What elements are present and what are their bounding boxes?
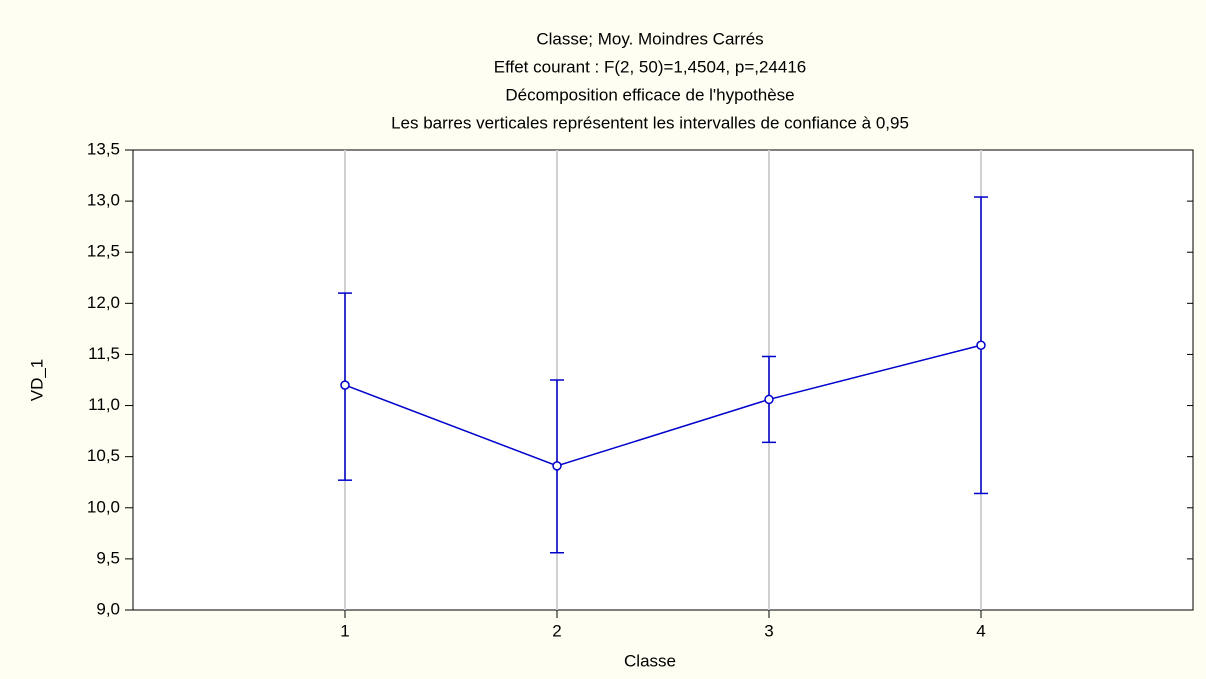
x-axis-label: Classe [624,651,676,670]
point [552,461,562,471]
y-tick-label: 12,0 [87,293,120,312]
y-tick-label: 13,0 [87,191,120,210]
chart-title: Les barres verticales représentent les i… [391,113,909,132]
point [976,340,986,350]
x-tick-label: 2 [552,621,561,640]
y-tick-label: 11,0 [88,395,120,414]
y-tick-label: 10,0 [87,497,120,516]
y-tick-label: 9,5 [96,548,120,567]
chart-title: Effet courant : F(2, 50)=1,4504, p=,2441… [494,57,807,76]
chart-title: Classe; Moy. Moindres Carrés [536,29,763,48]
x-tick-label: 3 [764,621,773,640]
chart-title: Décomposition efficace de l'hypothèse [505,85,794,104]
line [344,344,982,467]
point [340,380,350,390]
x-tick-label: 1 [340,621,349,640]
y-tick-label: 12,5 [87,242,120,261]
x-tick-label: 4 [976,621,985,640]
plot-area [132,149,1194,611]
y-axis-label: VD_1 [27,359,46,402]
y-tick-label: 13,5 [87,139,120,158]
y-tick-label: 9,0 [96,599,120,618]
point [764,394,774,405]
y-tick-label: 10,5 [87,446,120,465]
y-tick-label: 11,5 [88,344,120,363]
